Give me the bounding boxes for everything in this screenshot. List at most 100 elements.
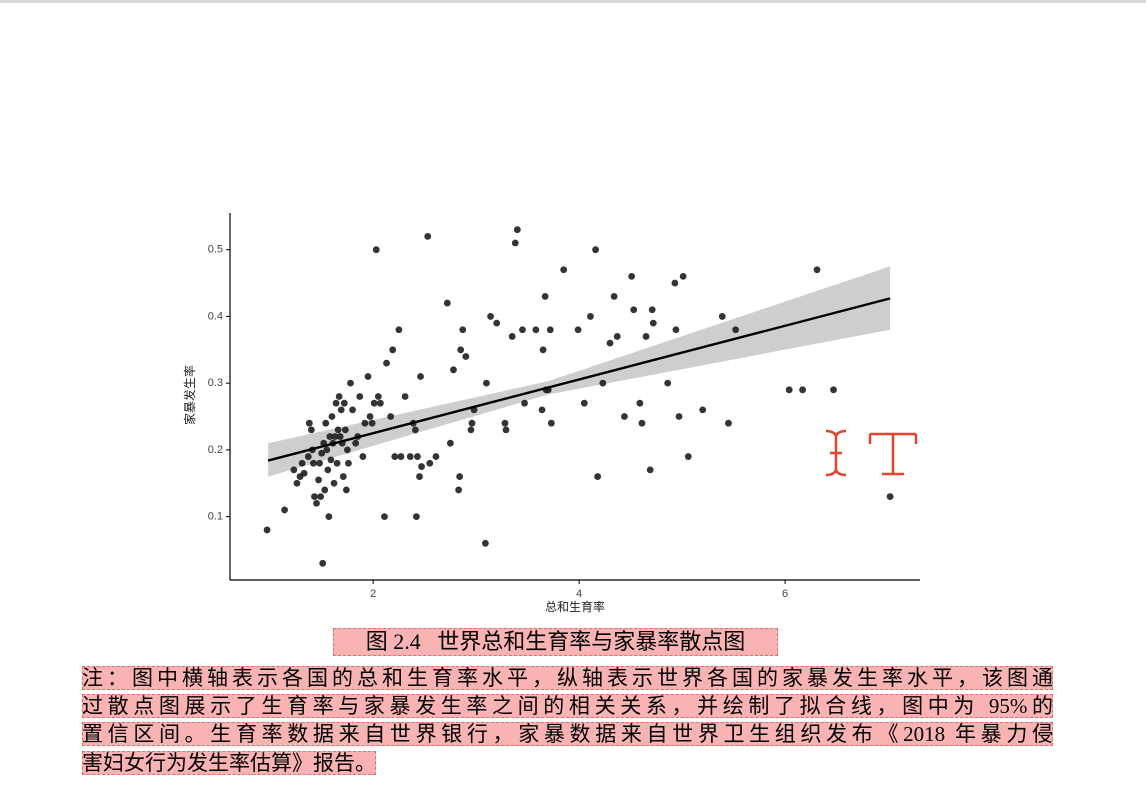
point [418,463,425,470]
point [671,279,679,287]
point [332,399,340,407]
point [416,473,423,480]
point [649,319,657,327]
point [532,326,540,334]
point [364,373,372,380]
point [344,446,351,454]
y-tick-label: 0.2 [208,444,223,456]
point [318,449,326,457]
point [580,399,588,407]
point [621,413,628,420]
confidence-band [268,266,891,477]
point [413,513,420,521]
point [326,433,334,440]
point [310,459,317,467]
point [304,453,312,460]
point [610,293,618,300]
point [374,393,382,400]
point [339,473,347,480]
point [547,419,555,427]
point [424,232,432,240]
point [541,293,549,300]
cursor-icon [825,429,918,477]
point [315,476,322,484]
point [450,366,457,374]
note-line: 害妇女行为发生率估算》报告。 [82,751,376,775]
point [785,386,793,394]
point [501,419,509,427]
point [401,393,409,400]
point [319,559,327,567]
point [443,299,451,307]
x-tick-label: 6 [782,588,788,600]
note-line: 过散点图展示了生育率与家暴发生率之间的相关关系，并绘制了拟合线，图中为 95%的 [82,694,1053,718]
point [546,326,554,334]
point [539,346,547,354]
point [630,306,638,314]
point [538,406,546,414]
point [307,426,315,434]
point [574,326,582,334]
point [340,399,348,407]
point [281,506,288,514]
point [391,453,399,460]
note-line: 注：图中横轴表示各国的总和生育率水平，纵轴表示世界各国的家暴发生率水平，该图通 [82,666,1053,690]
point [493,319,501,327]
point [317,493,325,500]
y-tick-label: 0.1 [208,511,223,523]
y-tick-label: 0.4 [208,310,223,322]
x-tick-label: 4 [576,588,582,600]
y-tick-label: 0.3 [208,377,223,389]
point [679,272,687,280]
point [675,413,683,420]
point [813,266,821,274]
point [636,399,644,407]
point [372,246,380,254]
point [300,469,308,477]
point [502,426,510,434]
point [587,313,594,320]
point [331,433,339,440]
point [342,486,350,494]
point [395,326,403,334]
point [886,493,894,500]
point [411,426,419,434]
point [446,439,454,447]
point [646,466,654,474]
point [462,353,470,360]
point [337,406,345,414]
point [293,479,301,487]
point [513,226,521,234]
point [718,313,726,320]
point [459,326,467,334]
point [467,426,475,434]
point [521,399,528,407]
point [417,373,424,380]
point [426,459,434,467]
point [482,539,489,547]
point [333,459,341,467]
point [406,453,414,460]
point [298,459,306,467]
point [313,499,320,507]
point [560,266,568,274]
point [455,486,463,494]
point [328,413,336,420]
chart: 总和生育率 家暴发生率 2 4 6 0.1 0.2 0.3 0.4 0.5 [182,213,920,614]
point [830,386,837,394]
point [345,459,352,467]
point [356,393,364,400]
point [483,379,490,387]
point [397,453,405,460]
point [699,406,707,414]
point [613,333,621,340]
point [381,513,388,521]
point [324,466,332,474]
point [336,433,344,440]
point [519,326,526,334]
point [592,246,599,254]
x-axis-label: 总和生育率 [545,599,605,614]
point [349,406,356,414]
point [368,419,376,427]
point [352,439,360,447]
